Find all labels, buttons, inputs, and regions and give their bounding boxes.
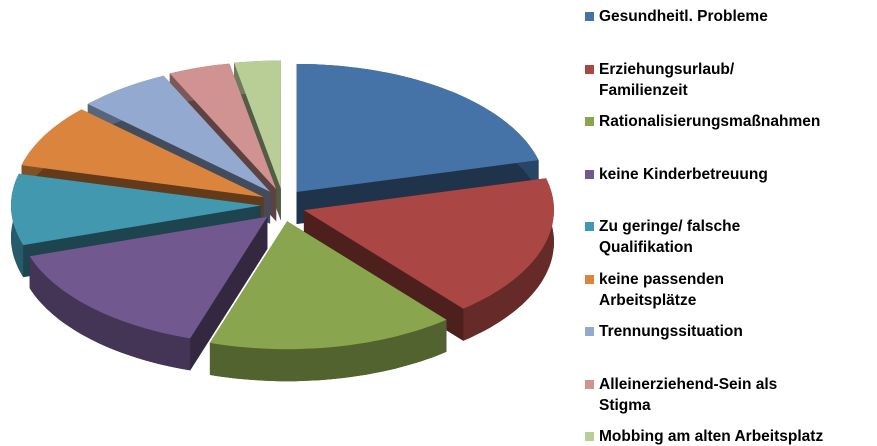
slice-wall [29,256,191,371]
legend-label: Gesundheitl. Probleme [599,8,768,25]
slice [21,109,264,198]
slice [87,75,271,192]
slice [169,63,277,190]
slice-side [190,216,268,371]
legend-label: Rationalisierungsmaßnahmen [599,113,821,130]
legend-item: Trennungssituation [583,321,877,342]
legend-item: Rationalisierungsmaßnahmen [583,111,877,132]
legend-swatch [585,117,594,126]
legend-label: Alleinerziehend-Sein als Stigma [599,375,778,414]
slice [11,173,261,246]
slice [29,216,268,339]
legend-swatch [585,274,594,284]
slice [234,60,281,189]
legend-label: keine Kinderbetreuung [599,165,768,183]
legend-label: Mobbing am alten Arbeitsplatz [599,428,824,445]
legend-swatch [585,222,594,231]
legend-swatch [585,432,594,441]
legend-swatch [585,327,594,336]
legend-swatch [585,379,594,389]
legend-swatch [585,169,594,179]
slice [209,221,447,350]
legend-label: keine passenden Arbeitsplätze [599,270,724,309]
pie-area [11,60,554,382]
slice [303,178,554,309]
slice-wall [209,319,447,382]
slice [296,64,539,192]
legend-item: Erziehungsurlaub/ Familienzeit [583,59,877,101]
legend-item: Mobbing am alten Arbeitsplatz [583,426,877,446]
legend-label: Zu geringe/ falsche Qualifikation [599,218,741,256]
legend-item: Zu geringe/ falsche Qualifikation [583,216,877,258]
legend-swatch [585,12,594,21]
legend-item: keine Kinderbetreuung [583,164,877,185]
slice-wall [463,178,554,341]
legend-swatch [585,64,594,74]
legend-label: Erziehungsurlaub/ Familienzeit [599,60,735,99]
legend-item: Alleinerziehend-Sein als Stigma [583,374,877,416]
legend-item: Gesundheitl. Probleme [583,6,877,27]
legend-item: keine passenden Arbeitsplätze [583,269,877,311]
legend-label: Trennungssituation [599,323,743,340]
